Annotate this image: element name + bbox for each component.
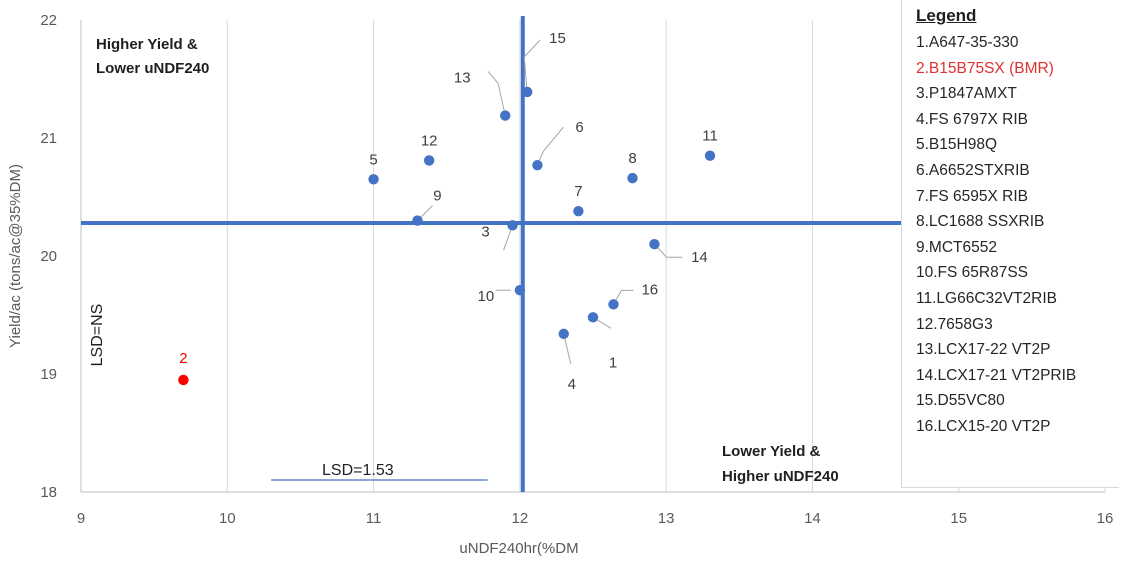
- x-tick-label-15: 15: [950, 510, 967, 527]
- x-axis-title: uNDF240hr(%DM: [459, 540, 578, 557]
- point-label-7: 7: [574, 183, 582, 200]
- lsd-y-label: LSD=NS: [89, 304, 106, 367]
- annotation-bottom-right-line1: Lower Yield &: [722, 443, 821, 460]
- point-14: [649, 239, 660, 250]
- point-label-8: 8: [628, 150, 636, 167]
- point-13: [500, 110, 511, 121]
- point-label-15: 15: [549, 30, 566, 47]
- point-label-4: 4: [568, 376, 576, 393]
- data-points: [178, 86, 716, 386]
- legend-item-3: 3.P1847AMXT: [916, 85, 1017, 103]
- x-tick-label-9: 9: [77, 510, 85, 527]
- annotation-top-left-line1: Higher Yield &: [96, 36, 198, 53]
- point-6: [532, 159, 543, 171]
- point-label-3: 3: [481, 223, 489, 240]
- legend: Legend 1.A647-35-330 2.B15B75SX (BMR) 3.P1…: [901, 0, 1119, 488]
- legend-item-5: 5.B15H98Q: [916, 136, 997, 154]
- legend-item-14: 14.LCX17-21 VT2PRIB: [916, 366, 1077, 384]
- legend-item-12: 12.7658G3: [916, 315, 993, 333]
- axes: [80, 20, 1105, 493]
- leader-line-6: [536, 126, 564, 166]
- point-3: [507, 220, 518, 231]
- point-label-1: 1: [609, 354, 617, 371]
- point-label-10: 10: [478, 288, 495, 305]
- point-9: [412, 215, 423, 226]
- annotation-bottom-right-line2: Higher uNDF240: [722, 468, 839, 485]
- point-1: [587, 312, 599, 323]
- point-16: [608, 299, 619, 310]
- point-label-5: 5: [369, 151, 377, 168]
- point-15: [521, 86, 533, 98]
- x-tick-label-13: 13: [658, 510, 675, 527]
- x-tick-label-11: 11: [366, 510, 382, 527]
- leader-line-16: [613, 289, 634, 305]
- point-label-13: 13: [454, 70, 471, 87]
- legend-item-16: 16.LCX15-20 VT2P: [916, 417, 1051, 435]
- point-label-14: 14: [691, 249, 708, 266]
- legend-item-9: 9.MCT6552: [916, 238, 997, 256]
- legend-item-11: 11.LG66C32VT2RIB: [916, 289, 1058, 307]
- point-label-2: 2: [179, 350, 187, 367]
- leader-line-14: [654, 243, 683, 258]
- legend-item-8: 8.LC1688 SSXRIB: [916, 213, 1045, 231]
- legend-item-6: 6.A6652STXRIB: [916, 161, 1030, 179]
- y-tick-label-18: 18: [40, 484, 57, 501]
- x-tick-label-16: 16: [1097, 510, 1114, 527]
- point-2: [178, 374, 189, 386]
- point-label-11: 11: [702, 128, 718, 145]
- legend-item-13: 13.LCX17-22 VT2P: [916, 341, 1051, 359]
- x-tick-label-14: 14: [804, 510, 821, 527]
- x-tick-label-10: 10: [219, 510, 236, 527]
- point-5: [368, 174, 379, 185]
- y-axis-title: Yield/ac (tons/ac@35%DM): [7, 164, 24, 348]
- legend-title: Legend: [916, 6, 977, 25]
- point-12: [423, 155, 435, 166]
- leader-line-13: [487, 71, 506, 116]
- leader-lines: [417, 39, 683, 364]
- x-tick-label-12: 12: [512, 510, 529, 527]
- y-tick-label-22: 22: [40, 12, 57, 29]
- y-tick-label-21: 21: [40, 130, 57, 147]
- annotation-top-left-line2: Lower uNDF240: [96, 60, 209, 77]
- point-4: [558, 328, 569, 340]
- point-label-6: 6: [575, 119, 583, 136]
- leader-line-15: [523, 39, 541, 93]
- point-11: [704, 150, 716, 161]
- legend-items: 1.A647-35-330 2.B15B75SX (BMR) 3.P1847AMXT…: [916, 30, 1119, 440]
- point-7: [573, 205, 584, 217]
- legend-item-7: 7.FS 6595X RIB: [916, 187, 1029, 205]
- point-label-12: 12: [421, 132, 438, 149]
- y-tick-label-19: 19: [40, 366, 57, 383]
- legend-item-10: 10.FS 65R87SS: [916, 264, 1029, 282]
- legend-item-4: 4.FS 6797X RIB: [916, 110, 1029, 128]
- point-label-16: 16: [641, 281, 658, 298]
- point-10: [514, 285, 526, 296]
- point-8: [627, 172, 638, 184]
- legend-item-2: 2.B15B75SX (BMR): [916, 59, 1054, 77]
- legend-item-15: 15.D55VC80: [916, 392, 1005, 410]
- point-label-9: 9: [433, 188, 441, 205]
- lsd-x-label: LSD=1.53: [322, 462, 394, 479]
- y-tick-label-20: 20: [40, 248, 57, 265]
- legend-item-1: 1.A647-35-330: [916, 34, 1019, 51]
